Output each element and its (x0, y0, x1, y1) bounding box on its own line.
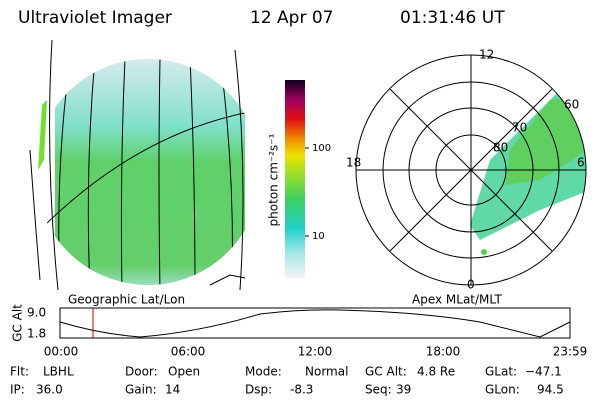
right-panel-label: Apex MLat/MLT (412, 293, 502, 307)
orbit-xtick: 00:00 (44, 345, 79, 359)
mlat-label: 70 (512, 121, 527, 135)
orbit-xtick: 18:00 (426, 345, 461, 359)
footer-label: Gain: (125, 383, 157, 397)
time: 01:31:46 UT (400, 8, 505, 28)
footer-label: GLon: (485, 383, 520, 397)
mlt-label: 0 (467, 278, 475, 292)
footer-value: −47.1 (525, 365, 562, 379)
footer-label: Dsp: (245, 383, 272, 397)
footer-label: GLat: (485, 365, 517, 379)
coast-lines (29, 39, 246, 291)
footer-value: 94.5 (537, 383, 564, 397)
mlt-label: 6 (577, 156, 585, 170)
footer-label: Mode: (245, 365, 282, 379)
orbit-xtick: 06:00 (171, 345, 206, 359)
mlat-label: 60 (564, 98, 579, 112)
mlt-label: 18 (346, 156, 361, 170)
title: Ultraviolet Imager (18, 8, 172, 28)
colorbar-tick-label: 100 (312, 143, 331, 154)
orbit-ytick: 9.0 (27, 306, 46, 320)
footer-value: Open (168, 365, 200, 379)
footer-value: 36.0 (36, 383, 63, 397)
mlt-label: 12 (479, 48, 494, 62)
footer-value: Normal (305, 365, 348, 379)
footer-value: LBHL (43, 365, 74, 379)
colorbar-tick-label: 10 (312, 231, 325, 242)
footer-label: Door: (125, 365, 158, 379)
footer-value: -8.3 (290, 383, 313, 397)
polar-grid (355, 54, 587, 286)
footer-value: 39 (396, 383, 411, 397)
mlat-label: 80 (493, 141, 508, 155)
aurora-sliver (38, 100, 47, 170)
colorbar (285, 80, 305, 278)
earth-image (39, 59, 261, 285)
footer: Flt: LBHL Door: Open Mode: Normal GC Alt: 4.8 R… (10, 365, 564, 397)
left-panel-label: Geographic Lat/Lon (68, 293, 185, 307)
polar-image (470, 80, 586, 255)
footer-value: 4.8 Re (417, 365, 455, 379)
orbit-xtick: 12:00 (298, 345, 333, 359)
footer-label: GC Alt: (365, 365, 407, 379)
footer-label: Flt: (10, 365, 29, 379)
footer-label: Seq: (365, 383, 392, 397)
footer-label: IP: (10, 383, 25, 397)
orbit-frame (59, 307, 571, 339)
footer-value: 14 (165, 383, 180, 397)
colorbar-label: photon cm⁻²s⁻¹ (267, 133, 281, 226)
orbit-xtick: 23:59 (553, 345, 588, 359)
orbit-ylabel: GC Alt (11, 304, 25, 342)
orbit-curve (59, 309, 571, 338)
orbit-ytick: 1.8 (27, 327, 46, 341)
date: 12 Apr 07 (250, 8, 333, 28)
